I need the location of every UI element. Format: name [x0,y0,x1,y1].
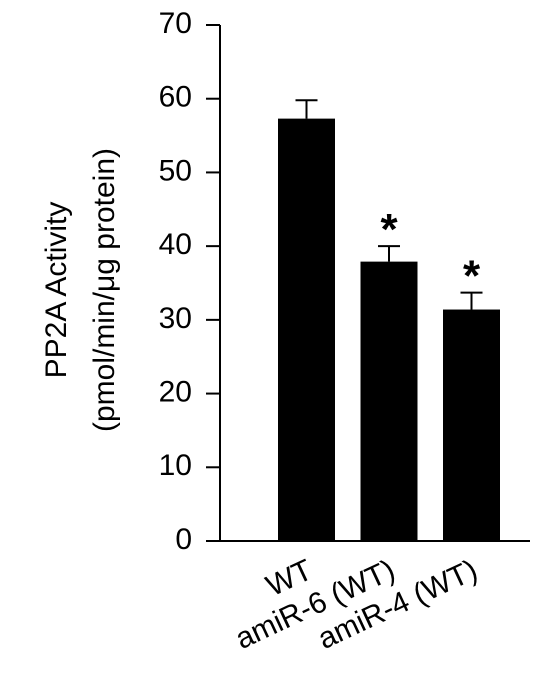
y-tick-label: 30 [159,302,192,335]
y-tick-label: 20 [159,375,192,408]
bar [360,261,418,541]
bar [443,309,500,541]
y-tick-label: 60 [159,81,192,114]
significance-marker: * [463,252,481,301]
bar [278,118,335,542]
y-tick-label: 10 [159,449,192,482]
y-axis-label: PP2A Activity [40,202,73,379]
y-tick-label: 50 [159,154,192,187]
significance-marker: * [380,205,398,254]
y-tick-label: 40 [159,228,192,261]
y-tick-label: 0 [175,523,192,556]
y-axis-label: (pmol/min/μg protein) [88,148,121,432]
y-tick-label: 70 [159,7,192,40]
